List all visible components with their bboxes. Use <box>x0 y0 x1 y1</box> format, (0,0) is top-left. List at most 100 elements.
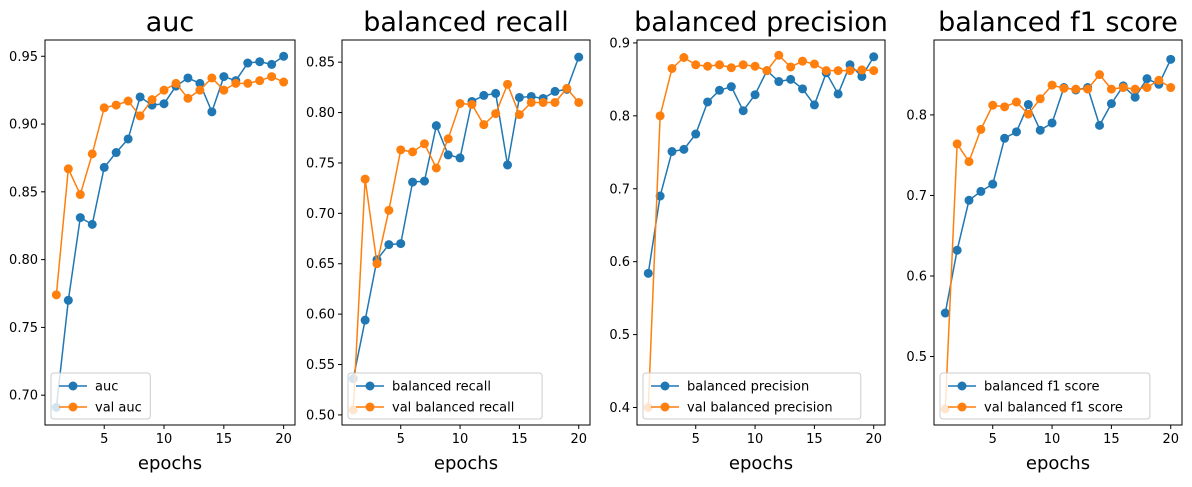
data-point <box>1023 99 1033 109</box>
legend-marker <box>365 402 375 412</box>
data-point <box>976 186 986 196</box>
data-point <box>869 66 879 76</box>
legend-marker <box>660 381 670 391</box>
data-point <box>183 93 193 103</box>
data-point <box>384 205 394 215</box>
series-line-2 <box>647 54 874 408</box>
data-point <box>279 77 289 87</box>
data-point <box>845 66 855 76</box>
data-point <box>360 315 370 325</box>
data-point <box>964 195 974 205</box>
x-tick-label: 15 <box>511 432 528 447</box>
data-point <box>1154 75 1164 85</box>
legend-marker <box>68 381 78 391</box>
data-point <box>279 51 289 61</box>
data-point <box>1035 94 1045 104</box>
data-point <box>655 191 665 201</box>
data-point <box>1095 120 1105 130</box>
data-point <box>857 71 867 81</box>
y-tick-label: 0.90 <box>9 118 38 133</box>
data-point <box>1118 83 1128 93</box>
data-point <box>550 86 560 96</box>
legend: auc val auc <box>50 372 151 420</box>
data-point <box>1142 83 1152 93</box>
data-point <box>123 134 133 144</box>
x-tick-label: 5 <box>692 432 700 447</box>
legend: balanced recall val balanced recall <box>347 372 543 420</box>
data-point <box>809 100 819 110</box>
data-point <box>833 89 843 99</box>
y-tick-label: 0.85 <box>306 56 335 71</box>
data-point <box>135 111 145 121</box>
data-point <box>123 96 133 106</box>
data-point <box>714 85 724 95</box>
data-point <box>419 139 429 149</box>
data-point <box>1095 70 1105 80</box>
x-tick-label: 10 <box>452 432 469 447</box>
data-point <box>207 107 217 117</box>
legend-marker <box>957 402 967 412</box>
plot-frame <box>636 39 886 426</box>
y-tick-label: 0.75 <box>9 321 38 336</box>
data-point <box>1011 127 1021 137</box>
legend-marker <box>365 381 375 391</box>
data-point <box>183 73 193 83</box>
data-point <box>360 174 370 184</box>
y-tick-label: 0.6 <box>906 269 927 284</box>
data-point <box>726 82 736 92</box>
x-tick-label: 5 <box>989 432 997 447</box>
data-point <box>526 97 536 107</box>
legend-label: val auc <box>95 401 142 416</box>
legend-label: val balanced recall <box>392 401 514 416</box>
legend-label: balanced f1 score <box>984 380 1099 395</box>
data-point <box>774 77 784 87</box>
data-point <box>750 61 760 71</box>
data-point <box>171 78 181 88</box>
legend: balanced precision val balanced precision <box>642 372 862 420</box>
data-point <box>988 179 998 189</box>
data-point <box>147 95 157 105</box>
y-tick-label: 0.50 <box>306 408 335 423</box>
data-point <box>75 190 85 200</box>
y-tick-label: 0.70 <box>306 207 335 222</box>
data-point <box>703 97 713 107</box>
data-point <box>869 52 879 62</box>
data-point <box>750 90 760 100</box>
series-line-2 <box>55 75 284 295</box>
legend-label: balanced recall <box>392 380 491 395</box>
data-point <box>1071 84 1081 94</box>
x-axis-label: epochs <box>138 453 202 474</box>
data-point <box>762 66 772 76</box>
data-point <box>111 100 121 110</box>
data-point <box>255 76 265 86</box>
legend-marker <box>957 381 967 391</box>
data-point <box>135 92 145 102</box>
data-point <box>479 90 489 100</box>
data-point <box>976 124 986 134</box>
y-tick-label: 0.6 <box>609 255 630 270</box>
data-point <box>243 58 253 68</box>
x-tick-label: 15 <box>806 432 823 447</box>
chart-panel-4: balanced f1 score 5 10 15 20 0.5 0.6 0.7 0.8 epoc… <box>906 7 1183 474</box>
series-line-1 <box>647 56 875 274</box>
data-point <box>798 84 808 94</box>
data-point <box>574 52 584 62</box>
legend-label: auc <box>95 380 118 395</box>
data-point <box>738 106 748 116</box>
x-tick-label: 15 <box>1103 432 1120 447</box>
data-point <box>431 121 441 131</box>
y-tick-label: 0.8 <box>609 109 630 124</box>
data-point <box>809 59 819 69</box>
x-tick-label: 20 <box>275 432 292 447</box>
chart-title: auc <box>146 7 195 38</box>
data-point <box>267 59 277 69</box>
data-point <box>431 163 441 173</box>
data-point <box>1130 84 1140 94</box>
data-point <box>1106 99 1116 109</box>
data-point <box>952 245 962 255</box>
y-tick-label: 0.70 <box>9 389 38 404</box>
series-line-2 <box>944 73 1172 409</box>
data-point <box>786 74 796 84</box>
data-point <box>491 109 501 119</box>
